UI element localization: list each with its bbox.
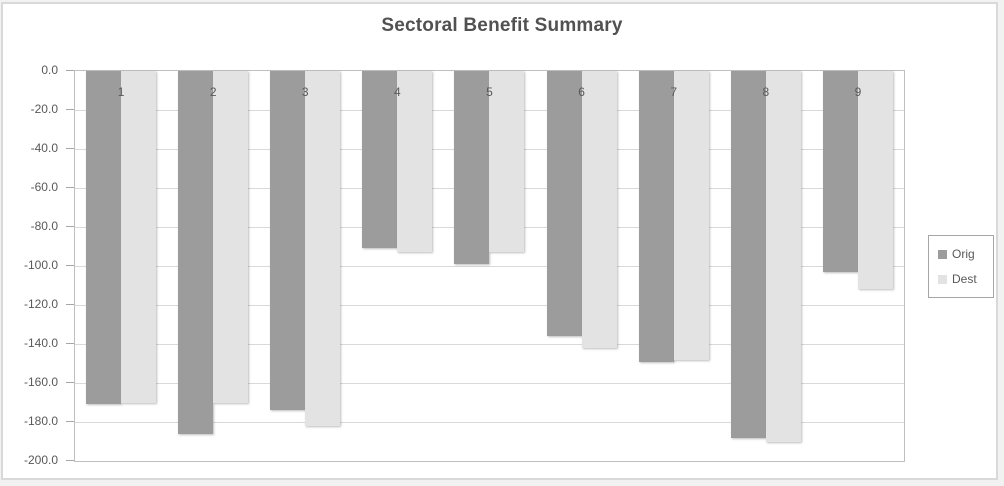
y-axis-label: -180.0 [23,414,58,428]
bar-orig-6[interactable] [546,71,582,337]
legend-marker-orig [938,249,947,259]
bar-dest-7[interactable] [673,71,709,360]
y-axis-label: -100.0 [23,258,58,272]
bar-dest-1[interactable] [121,71,157,403]
bar-orig-2[interactable] [178,71,214,434]
legend-label: Orig [952,247,975,261]
y-axis-label: -60.0 [30,180,58,194]
legend-entry-dest[interactable]: Dest [938,272,993,286]
y-axis-label: -20.0 [30,102,58,116]
bar-dest-2[interactable] [213,71,249,403]
category-label: 5 [486,85,493,99]
legend-marker-dest [938,274,947,284]
category-group-3: 3 [259,71,351,461]
bar-orig-7[interactable] [638,71,674,362]
category-label: 9 [854,85,862,99]
bar-orig-9[interactable] [822,71,858,272]
category-group-5: 5 [443,71,535,461]
category-group-7: 7 [628,71,720,461]
y-axis-tick [66,70,74,71]
bar-orig-5[interactable] [454,71,490,265]
y-axis-label: 0.0 [41,63,58,77]
category-label: 1 [117,85,125,99]
bar-groups-layer: 1 2 3 4 5 6 7 8 9 [75,71,904,461]
bar-dest-8[interactable] [765,71,801,442]
gridline [75,305,904,306]
y-axis-tick [66,460,74,461]
bar-orig-4[interactable] [362,71,398,249]
category-group-8: 8 [720,71,812,461]
legend[interactable]: Orig Dest [928,235,994,298]
y-axis-tick [66,148,74,149]
y-axis-label: -140.0 [23,336,58,350]
category-group-6: 6 [536,71,628,461]
y-axis-tick [66,265,74,266]
category-group-1: 1 [75,71,167,461]
bar-dest-6[interactable] [581,71,617,348]
y-axis-tick [66,304,74,305]
gridline [75,344,904,345]
chart-title: Sectoral Benefit Summary [381,15,623,36]
bar-dest-9[interactable] [857,71,893,290]
bar-orig-8[interactable] [730,71,766,438]
y-axis-label: -200.0 [23,453,58,467]
y-axis-tick [66,421,74,422]
category-label: 2 [209,85,217,99]
bar-orig-1[interactable] [86,71,122,405]
bar-dest-5[interactable] [489,71,525,253]
category-label: 8 [762,85,770,99]
category-label: 4 [394,85,401,99]
y-axis-tick [66,109,74,110]
plot-area: 1 2 3 4 5 6 7 8 9 [74,70,905,462]
category-label: 7 [670,85,678,99]
y-axis-tick [66,343,74,344]
bar-dest-4[interactable] [397,71,433,253]
y-axis-label: -40.0 [30,141,58,155]
y-axis-tick [66,382,74,383]
category-label: 3 [301,85,309,99]
gridline [75,422,904,423]
category-group-2: 2 [167,71,259,461]
category-label: 6 [578,85,585,99]
y-axis-label: -120.0 [23,297,58,311]
legend-label: Dest [952,272,977,286]
category-group-4: 4 [351,71,443,461]
y-axis-label: -160.0 [23,375,58,389]
bar-orig-3[interactable] [270,71,306,411]
gridline [75,266,904,267]
y-axis-tick [66,226,74,227]
category-group-9: 9 [812,71,904,461]
y-axis-label: -80.0 [30,219,58,233]
gridline [75,383,904,384]
legend-entry-orig[interactable]: Orig [938,247,993,261]
bar-dest-3[interactable] [305,71,341,426]
y-axis-tick [66,187,74,188]
